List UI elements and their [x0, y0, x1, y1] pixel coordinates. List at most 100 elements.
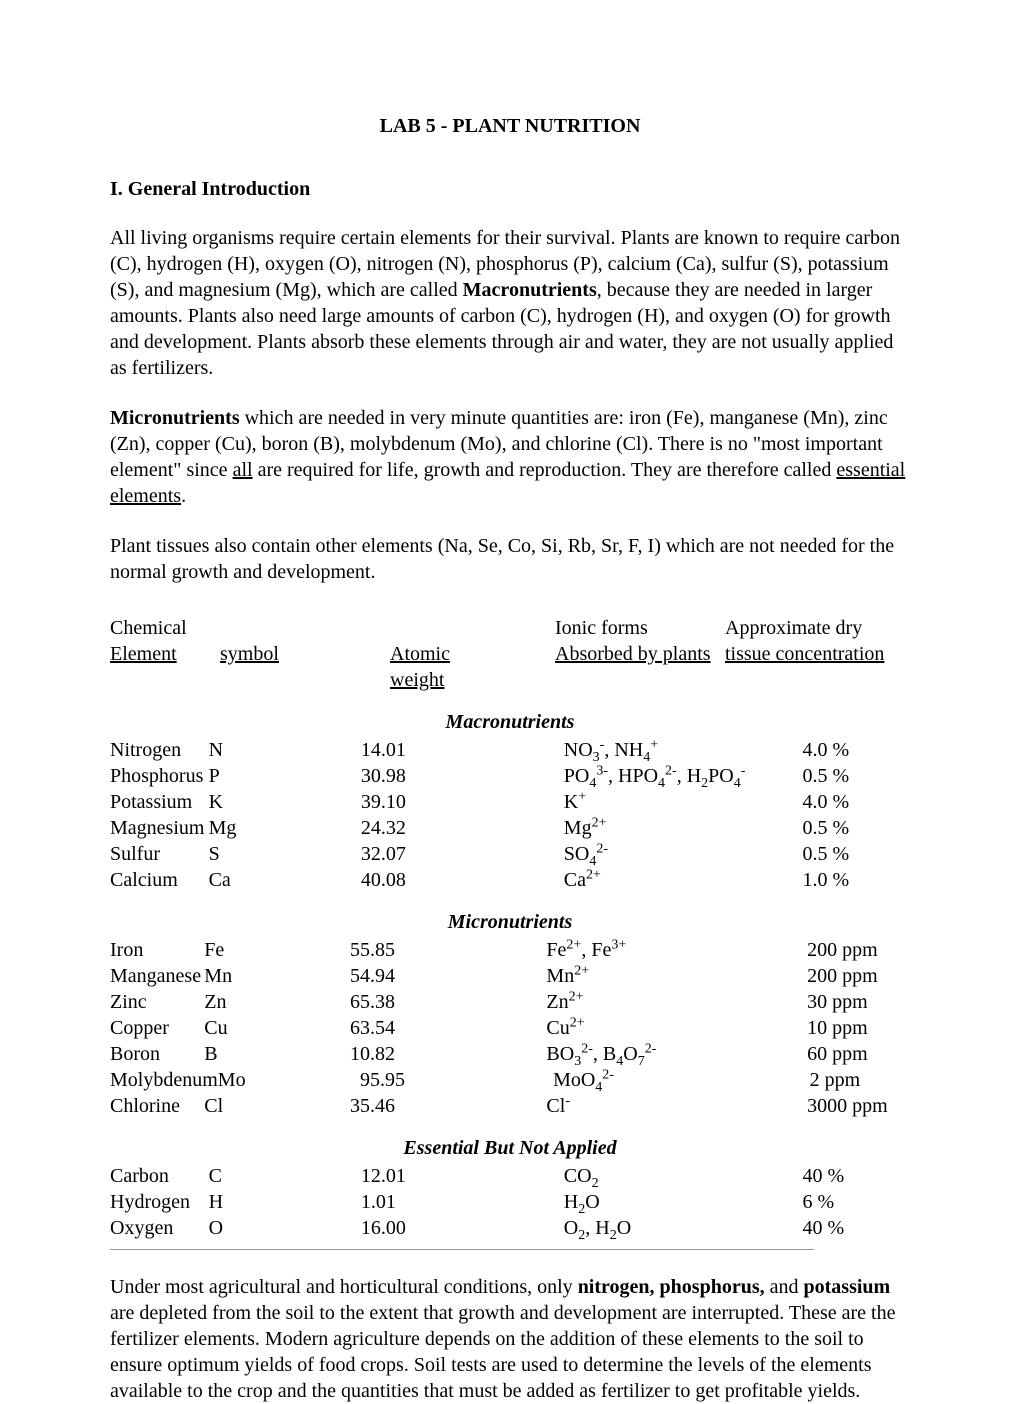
header-chemical: Chemical [110, 615, 220, 641]
cell-symbol: Mn [204, 963, 350, 989]
cell-ionic-form: PO43-, HPO42-, H2PO4- [509, 763, 748, 789]
header-element: Element [110, 641, 220, 693]
cell-weight: 24.32 [361, 815, 509, 841]
cell-concentration: 3000 ppm [722, 1093, 910, 1119]
cell-element: Iron [110, 937, 204, 963]
cell-element: Copper [110, 1015, 204, 1041]
cell-ionic-form: CO2 [509, 1163, 748, 1189]
header-ionic: Ionic forms [555, 615, 725, 641]
cell-weight: 10.82 [350, 1041, 491, 1067]
cell-weight: 14.01 [361, 737, 509, 763]
cell-weight: 16.00 [361, 1215, 509, 1241]
cell-weight: 40.08 [361, 867, 509, 893]
cell-symbol: C [209, 1163, 361, 1189]
cell-element: Chlorine [110, 1093, 204, 1119]
table-row: MolybdenumMo95.95MoO42-2 ppm [110, 1067, 910, 1093]
document-page: LAB 5 - PLANT NUTRITION I. General Intro… [0, 0, 1020, 1320]
cell-concentration: 4.0 % [747, 789, 910, 815]
cell-weight: 39.10 [361, 789, 509, 815]
bold-text: Macronutrients [463, 279, 597, 301]
table-row: ManganeseMn54.94Mn2+200 ppm [110, 963, 910, 989]
text: Under most agricultural and horticultura… [110, 1276, 578, 1298]
table-row: PotassiumK39.10K+4.0 % [110, 789, 910, 815]
table-section-essential: Essential But Not Applied [110, 1135, 910, 1161]
cell-weight: 54.94 [350, 963, 491, 989]
header-blank [220, 615, 390, 641]
table-row: BoronB10.82BO32-, B4O72-60 ppm [110, 1041, 910, 1067]
cell-symbol: S [209, 841, 361, 867]
cell-element: Nitrogen [110, 737, 209, 763]
nutrient-table: Chemical Ionic forms Approximate dry Ele… [110, 615, 910, 1241]
cell-ionic-form: Ca2+ [509, 867, 748, 893]
table-row: ZincZn65.38Zn2+30 ppm [110, 989, 910, 1015]
cell-concentration: 2 ppm [725, 1067, 910, 1093]
cell-ionic-form: NO3-, NH4+ [509, 737, 748, 763]
cell-concentration: 1.0 % [747, 867, 910, 893]
header-absorbed: Absorbed by plants [555, 641, 725, 693]
paragraph-4: Under most agricultural and horticultura… [110, 1274, 910, 1404]
cell-symbol: Cu [204, 1015, 350, 1041]
cell-weight: 95.95 [360, 1067, 498, 1093]
cell-ionic-form: O2, H2O [509, 1215, 748, 1241]
cell-concentration: 200 ppm [722, 963, 910, 989]
cell-element: Sulfur [110, 841, 209, 867]
cell-element: Hydrogen [110, 1189, 209, 1215]
cell-element: Phosphorus [110, 763, 209, 789]
cell-ionic-form: Mg2+ [509, 815, 748, 841]
table-header-row-2: Element symbol Atomic weight Absorbed by… [110, 641, 910, 693]
cell-symbol: Cl [204, 1093, 350, 1119]
cell-symbol: Ca [209, 867, 361, 893]
micro-rows: IronFe55.85Fe2+, Fe3+200 ppmManganeseMn5… [110, 937, 910, 1119]
table-row: MagnesiumMg24.32Mg2+0.5 % [110, 815, 910, 841]
cell-ionic-form: Cu2+ [491, 1015, 722, 1041]
table-row: SulfurS32.07SO42-0.5 % [110, 841, 910, 867]
table-header-row-1: Chemical Ionic forms Approximate dry [110, 615, 910, 641]
table-row: OxygenO16.00O2, H2O40 % [110, 1215, 910, 1241]
macro-rows: NitrogenN14.01NO3-, NH4+4.0 %PhosphorusP… [110, 737, 910, 893]
divider [110, 1249, 814, 1250]
cell-element: Boron [110, 1041, 204, 1067]
cell-element: Calcium [110, 867, 209, 893]
table-row: CarbonC12.01CO240 % [110, 1163, 910, 1189]
cell-ionic-form: Zn2+ [491, 989, 722, 1015]
cell-concentration: 10 ppm [722, 1015, 910, 1041]
document-title: LAB 5 - PLANT NUTRITION [110, 115, 910, 138]
bold-text: nitrogen, phosphorus, [578, 1276, 765, 1298]
paragraph-2: Micronutrients which are needed in very … [110, 405, 910, 509]
cell-element: Carbon [110, 1163, 209, 1189]
cell-symbol: Fe [204, 937, 350, 963]
cell-concentration: 6 % [747, 1189, 910, 1215]
text: are depleted from the soil to the extent… [110, 1302, 895, 1402]
cell-symbol: B [204, 1041, 350, 1067]
text: and [765, 1276, 804, 1298]
table-row: NitrogenN14.01NO3-, NH4+4.0 % [110, 737, 910, 763]
cell-weight: 32.07 [361, 841, 509, 867]
cell-ionic-form: SO42- [509, 841, 748, 867]
cell-concentration: 60 ppm [722, 1041, 910, 1067]
cell-ionic-form: BO32-, B4O72- [491, 1041, 722, 1067]
text: symbol [220, 643, 279, 665]
cell-ionic-form: Mn2+ [491, 963, 722, 989]
paragraph-3: Plant tissues also contain other element… [110, 533, 910, 585]
underline-text: all [233, 459, 253, 481]
cell-symbol: N [209, 737, 361, 763]
cell-concentration: 0.5 % [747, 763, 910, 789]
section-heading: I. General Introduction [110, 178, 910, 201]
cell-concentration: 0.5 % [747, 815, 910, 841]
header-approx: Approximate dry [725, 615, 905, 641]
essential-rows: CarbonC12.01CO240 %HydrogenH 1.01H2O6 %O… [110, 1163, 910, 1241]
cell-concentration: 0.5 % [747, 841, 910, 867]
table-row: HydrogenH 1.01H2O6 % [110, 1189, 910, 1215]
cell-concentration: 30 ppm [722, 989, 910, 1015]
cell-ionic-form: Fe2+, Fe3+ [491, 937, 722, 963]
cell-symbol: Mo [218, 1067, 360, 1093]
text: are required for life, growth and reprod… [253, 459, 837, 481]
text: . [181, 485, 186, 507]
cell-symbol: P [209, 763, 361, 789]
table-section-micro: Micronutrients [110, 909, 910, 935]
cell-concentration: 200 ppm [722, 937, 910, 963]
cell-element: Zinc [110, 989, 204, 1015]
table-row: CopperCu63.54Cu2+10 ppm [110, 1015, 910, 1041]
table-row: IronFe55.85Fe2+, Fe3+200 ppm [110, 937, 910, 963]
cell-weight: 30.98 [361, 763, 509, 789]
